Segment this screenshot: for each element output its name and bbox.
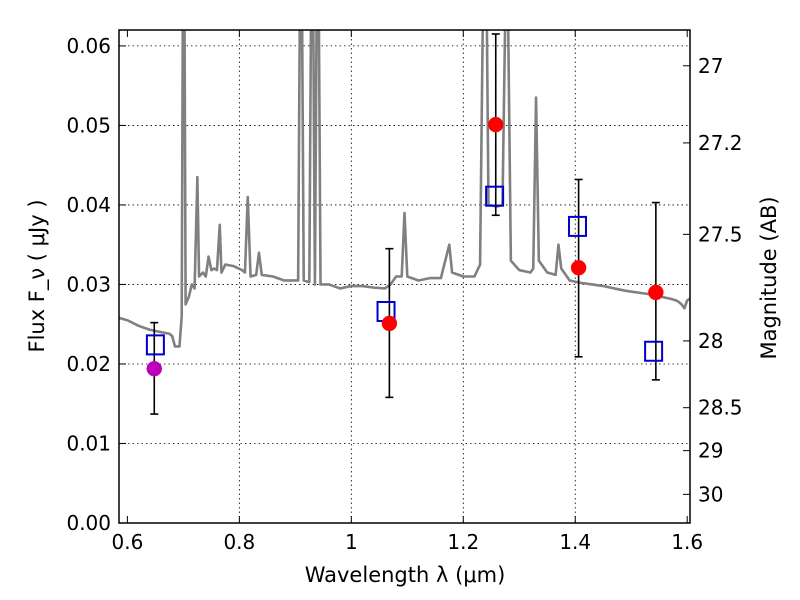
grid-lines xyxy=(119,30,690,523)
plot-data xyxy=(119,30,690,415)
y-tick-label: 0.01 xyxy=(66,431,111,455)
y-tick-label: 0.00 xyxy=(66,511,111,535)
x-tick-label: 1 xyxy=(345,530,358,554)
mag-tick-label: 30 xyxy=(698,482,723,506)
mag-tick-label: 27.2 xyxy=(698,131,743,155)
y-tick-label: 0.03 xyxy=(66,272,111,296)
mag-tick-label: 28.5 xyxy=(698,396,743,420)
x-tick-label: 1.2 xyxy=(447,530,479,554)
right-axis-title: Magnitude (AB) xyxy=(757,196,781,359)
model-square-marker xyxy=(567,215,587,237)
mag-tick-label: 28 xyxy=(698,329,723,353)
y-axis-title: Flux F_ν ( μJy ) xyxy=(25,199,50,352)
y-tick-label: 0.04 xyxy=(66,193,111,217)
x-axis-title: Wavelength λ (μm) xyxy=(305,563,506,587)
observed-flux-point xyxy=(570,260,587,276)
mag-tick-label: 27 xyxy=(698,54,723,78)
y-tick-label: 0.05 xyxy=(66,113,111,137)
observed-flux-point xyxy=(146,360,163,377)
model-square-marker xyxy=(145,334,165,356)
observed-flux-point xyxy=(487,116,504,133)
x-tick-label: 0.6 xyxy=(111,530,143,554)
mag-tick-label: 29 xyxy=(698,439,723,463)
y-tick-label: 0.06 xyxy=(66,34,111,58)
observed-flux-point xyxy=(648,284,664,301)
x-tick-label: 0.8 xyxy=(223,530,255,554)
observed-flux-point xyxy=(381,315,398,332)
y-tick-label: 0.02 xyxy=(66,352,111,376)
model-square-marker xyxy=(485,185,505,207)
mag-tick-label: 27.5 xyxy=(698,222,743,246)
x-tick-label: 1.4 xyxy=(559,530,591,554)
model-square-marker xyxy=(644,340,664,362)
x-tick-label: 1.6 xyxy=(671,530,703,554)
plot-frame xyxy=(118,29,691,524)
spectrum-line xyxy=(119,30,690,348)
axis-ticks: 0.6 0.8 1 1.2 1.4 1.6 0.00 0.01 0.02 0.03 0.04 0.05… xyxy=(66,30,743,554)
